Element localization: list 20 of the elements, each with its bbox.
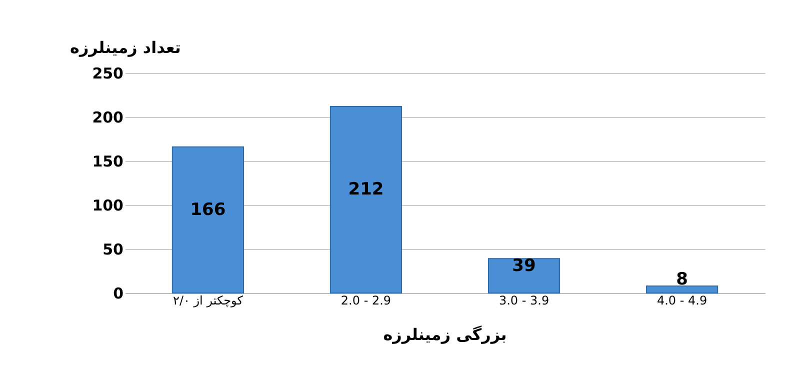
data-label: 8 [676, 269, 688, 290]
data-label: 166 [190, 200, 226, 220]
x-tick-label: 2.0 - 2.9 [340, 294, 392, 308]
data-label: 39 [512, 256, 536, 276]
x-axis-title: بزرگی زمینلرزه [383, 325, 507, 344]
bar [646, 285, 718, 294]
x-tick-label: کوچکتر از ۲/۰ [173, 294, 244, 308]
y-tick-label: 0 [113, 284, 124, 302]
x-tick-label: 3.0 - 3.9 [498, 294, 550, 308]
y-tick-label: 200 [92, 108, 124, 126]
y-tick-label: 250 [92, 64, 124, 82]
bar [488, 258, 560, 294]
y-tick-label: 50 [102, 240, 124, 258]
y-tick-label: 150 [92, 152, 124, 170]
bar [172, 146, 244, 294]
x-tick-label: 4.0 - 4.9 [656, 294, 708, 308]
y-axis-title: تعداد زمینلرزه [70, 38, 181, 57]
y-tick-label: 100 [92, 196, 124, 214]
bar [330, 106, 402, 294]
data-label: 212 [348, 180, 384, 200]
